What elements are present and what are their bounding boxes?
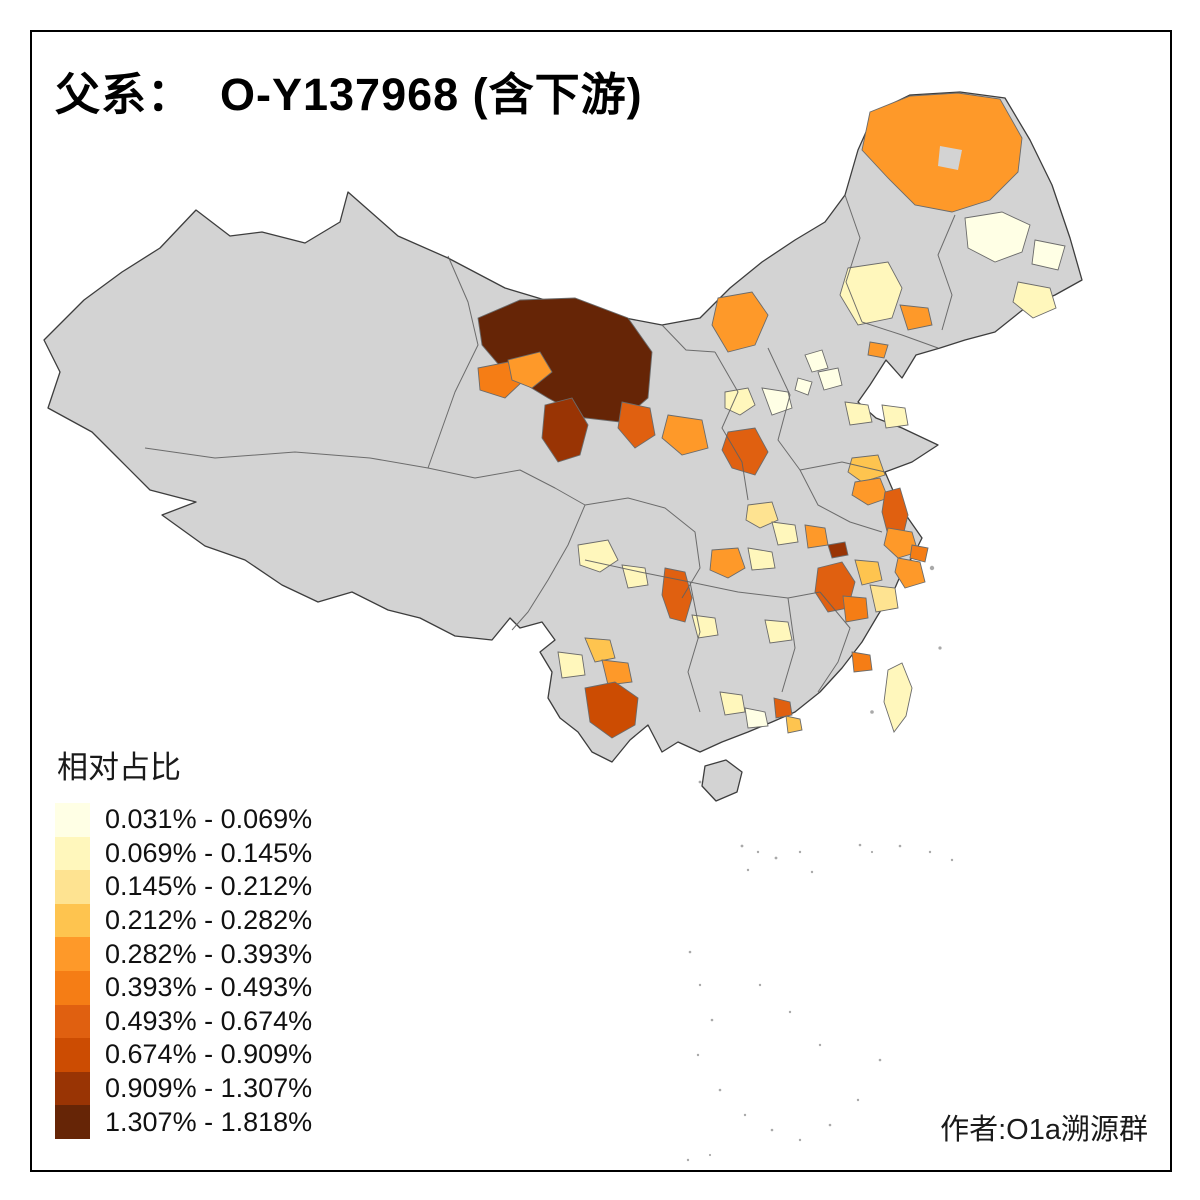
map-region [785, 715, 803, 734]
legend-label: 0.069% - 0.145% [105, 837, 313, 868]
hainan-island [701, 759, 743, 802]
legend-row: 0.493% - 0.674% [55, 1004, 313, 1039]
legend-label: 0.493% - 0.674% [105, 1005, 313, 1036]
map-region [764, 619, 793, 644]
map-region [771, 521, 799, 546]
choropleth-regions [477, 92, 1066, 739]
map-region [794, 377, 813, 396]
legend-label: 1.307% - 1.818% [105, 1106, 313, 1137]
map-region [804, 349, 829, 373]
map-region [745, 501, 779, 529]
map-region [883, 527, 919, 559]
map-region [691, 614, 719, 639]
legend-label: 0.212% - 0.282% [105, 905, 313, 936]
map-region [839, 261, 903, 326]
map-region [601, 659, 633, 686]
legend-label: 0.031% - 0.069% [105, 804, 313, 835]
legend-items: 0.031% - 0.069% 0.069% - 0.145% 0.145% - 0… [55, 803, 312, 1139]
attribution-text: 作者:O1a溯源群 [940, 1114, 1148, 1146]
map-region [747, 547, 776, 571]
legend-swatch [55, 937, 90, 971]
legend-label: 0.909% - 1.307% [105, 1073, 313, 1104]
map-region [827, 541, 849, 559]
map-region [899, 304, 933, 331]
legend-swatch [55, 870, 90, 904]
legend-swatch [55, 836, 90, 871]
map-region [867, 341, 889, 359]
legend-swatch [55, 970, 90, 1005]
map-region [842, 595, 869, 623]
map-region [854, 559, 883, 586]
map-region [661, 414, 709, 456]
legend-swatch [55, 1038, 90, 1072]
coastal-islands [698, 565, 942, 784]
map-region [844, 401, 873, 426]
legend-label: 0.282% - 0.393% [105, 938, 313, 969]
map-region [964, 211, 1031, 263]
legend: 相对占比 0.031% - 0.069% 0.069% - 0.145% 0.145… [55, 742, 312, 1139]
map-region [851, 651, 873, 673]
legend-swatch [55, 1004, 90, 1039]
legend-label: 0.393% - 0.493% [105, 972, 313, 1003]
page-title: 父系： O-Y137968 (含下游) [55, 69, 643, 120]
legend-swatch [55, 903, 90, 938]
map-region [773, 697, 793, 719]
map-region [744, 707, 769, 729]
map-region [711, 291, 769, 353]
map-region [909, 544, 929, 563]
legend-swatch [55, 1071, 90, 1106]
map-region [661, 567, 693, 623]
map-region [621, 564, 649, 589]
legend-swatch [55, 803, 90, 837]
legend-row: 0.393% - 0.493% [55, 970, 313, 1005]
map-region [724, 387, 756, 416]
legend-label: 0.674% - 0.909% [105, 1039, 313, 1070]
map-region [557, 651, 586, 679]
map-region [541, 397, 589, 463]
map-region [709, 547, 746, 579]
south-china-sea-islands [686, 843, 954, 1162]
map-region [883, 662, 913, 733]
legend-swatch [55, 1105, 90, 1139]
legend-row: 0.069% - 0.145% [55, 836, 313, 871]
legend-label: 0.145% - 0.212% [105, 871, 313, 902]
map-region [584, 681, 639, 739]
map-region [719, 691, 746, 716]
legend-row: 0.674% - 0.909% [55, 1038, 312, 1072]
map-region [869, 584, 899, 613]
legend-row: 1.307% - 1.818% [55, 1105, 312, 1139]
legend-row: 0.031% - 0.069% [55, 803, 312, 837]
map-region [507, 351, 553, 389]
map-region [847, 454, 886, 483]
map-region [761, 387, 793, 416]
legend-title: 相对占比 [57, 750, 181, 785]
map-region [851, 477, 889, 506]
map-region [804, 524, 829, 549]
map-region [1031, 239, 1066, 271]
legend-row: 0.282% - 0.393% [55, 937, 312, 971]
map-region-hole [938, 146, 962, 170]
legend-row: 0.212% - 0.282% [55, 903, 313, 938]
map-region [721, 427, 769, 476]
map-region [881, 404, 909, 429]
map-region [584, 637, 616, 663]
map-region [817, 367, 843, 391]
map-region [617, 401, 656, 449]
province-borders [144, 194, 956, 713]
legend-row: 0.909% - 1.307% [55, 1071, 313, 1106]
legend-row: 0.145% - 0.212% [55, 870, 312, 904]
map-region [1012, 281, 1057, 319]
map-region [577, 539, 619, 573]
map-region [894, 557, 926, 589]
